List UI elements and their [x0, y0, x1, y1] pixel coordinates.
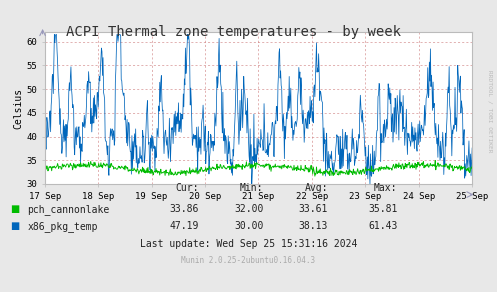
Text: x86_pkg_temp: x86_pkg_temp [27, 221, 98, 232]
Text: 30.00: 30.00 [234, 221, 263, 231]
Text: ■: ■ [10, 204, 19, 214]
Text: ACPI Thermal zone temperatures - by week: ACPI Thermal zone temperatures - by week [66, 25, 401, 39]
Text: 61.43: 61.43 [368, 221, 398, 231]
Text: Min:: Min: [240, 183, 263, 193]
Text: ■: ■ [10, 221, 19, 231]
Text: 35.81: 35.81 [368, 204, 398, 214]
Text: 33.61: 33.61 [299, 204, 328, 214]
Y-axis label: Celsius: Celsius [13, 88, 23, 128]
Text: RRDTOOL / TOBI OETIKER: RRDTOOL / TOBI OETIKER [487, 70, 492, 152]
Text: 47.19: 47.19 [169, 221, 199, 231]
Text: 38.13: 38.13 [299, 221, 328, 231]
Text: Avg:: Avg: [305, 183, 328, 193]
Text: 32.00: 32.00 [234, 204, 263, 214]
Text: pch_cannonlake: pch_cannonlake [27, 204, 109, 215]
Text: 33.86: 33.86 [169, 204, 199, 214]
Text: Munin 2.0.25-2ubuntu0.16.04.3: Munin 2.0.25-2ubuntu0.16.04.3 [181, 256, 316, 265]
Text: Cur:: Cur: [175, 183, 199, 193]
Text: Last update: Wed Sep 25 15:31:16 2024: Last update: Wed Sep 25 15:31:16 2024 [140, 239, 357, 249]
Text: Max:: Max: [374, 183, 398, 193]
